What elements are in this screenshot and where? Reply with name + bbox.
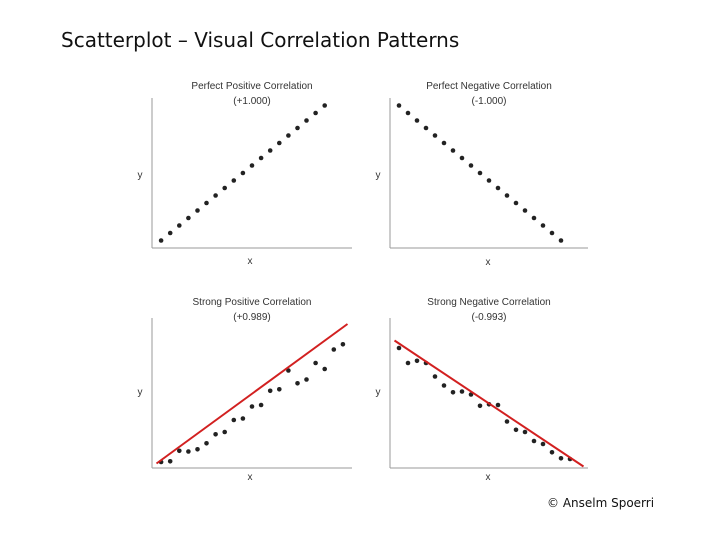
y-axis-label: y	[376, 387, 381, 398]
panel-title: Strong Positive Correlation	[193, 297, 312, 308]
data-point	[396, 345, 402, 351]
data-point	[396, 103, 402, 108]
data-point	[195, 208, 200, 213]
data-point	[304, 118, 309, 123]
x-axis-label: x	[486, 472, 491, 483]
data-point	[432, 374, 438, 379]
data-point	[522, 208, 528, 213]
data-point	[477, 403, 483, 409]
data-point	[549, 230, 555, 236]
correlation-coefficient: (+0.989)	[233, 312, 271, 323]
data-point	[177, 448, 182, 454]
data-point	[240, 416, 246, 421]
data-point	[414, 118, 420, 123]
copyright-notice: © Anselm Spoerri	[547, 496, 655, 510]
scatter-panel-2: Perfect Negative Correlation (-1.000) y x	[376, 81, 588, 268]
data-point	[450, 148, 456, 153]
data-point	[295, 125, 300, 131]
data-point	[277, 387, 282, 392]
data-point	[213, 193, 218, 198]
data-point	[258, 155, 264, 161]
data-point	[204, 200, 209, 206]
data-point	[450, 390, 456, 395]
data-point	[504, 193, 510, 198]
data-point	[267, 388, 273, 394]
data-point	[167, 230, 173, 236]
data-point	[468, 163, 474, 168]
data-point	[477, 170, 483, 176]
data-point	[513, 200, 519, 206]
data-point	[495, 402, 501, 408]
data-point	[405, 110, 411, 116]
data-point	[186, 215, 191, 221]
data-point	[531, 215, 537, 221]
data-point	[295, 381, 300, 386]
data-point	[414, 358, 420, 364]
scatter-panel-4: Strong Negative Correlation (-0.993) y x	[376, 297, 588, 483]
data-point	[277, 140, 282, 146]
y-axis-label: y	[138, 170, 143, 181]
data-point	[313, 360, 318, 366]
data-point	[249, 404, 255, 409]
scatter-panel-3: Strong Positive Correlation (+0.989) y x	[138, 297, 352, 483]
data-point	[213, 432, 218, 437]
data-point	[222, 429, 227, 435]
correlation-coefficient: (+1.000)	[233, 96, 271, 107]
panel-title: Perfect Negative Correlation	[426, 81, 552, 92]
slide-title: Scatterplot – Visual Correlation Pattern…	[61, 28, 460, 52]
correlation-coefficient: (-1.000)	[471, 96, 506, 107]
data-point	[249, 163, 255, 168]
data-point	[540, 441, 546, 447]
data-point	[340, 342, 346, 347]
data-point	[204, 441, 209, 446]
data-point	[222, 185, 227, 191]
data-point	[158, 238, 164, 243]
x-axis-label: x	[248, 472, 253, 483]
correlation-coefficient: (-0.993)	[471, 312, 506, 323]
panel-title: Perfect Positive Correlation	[191, 81, 312, 92]
data-point	[186, 449, 191, 454]
x-axis-label: x	[248, 256, 253, 267]
data-point	[331, 347, 337, 352]
scatter-panel-1: Perfect Positive Correlation (+1.000) y x	[138, 81, 352, 267]
data-point	[540, 223, 546, 228]
data-point	[258, 402, 264, 408]
data-point	[504, 419, 510, 424]
data-point	[441, 140, 447, 146]
data-point	[513, 427, 519, 433]
data-point	[304, 377, 309, 382]
data-point	[495, 185, 501, 191]
regression-line	[393, 339, 585, 468]
data-point	[195, 447, 200, 452]
data-point	[313, 110, 318, 116]
data-point	[231, 417, 237, 423]
data-point	[441, 383, 447, 388]
regression-line	[155, 323, 349, 465]
data-point	[322, 366, 328, 372]
data-point	[549, 450, 555, 455]
data-point	[531, 438, 537, 444]
data-point	[459, 389, 465, 394]
data-point	[459, 155, 465, 161]
data-point	[240, 170, 246, 176]
data-point	[177, 223, 182, 228]
data-point	[322, 103, 328, 108]
data-point	[486, 178, 492, 183]
data-point	[267, 148, 273, 153]
data-point	[167, 459, 173, 464]
data-point	[405, 360, 411, 366]
data-point	[558, 238, 564, 243]
data-point	[432, 133, 438, 138]
data-point	[286, 368, 291, 373]
data-point	[558, 456, 564, 461]
y-axis-label: y	[138, 387, 143, 398]
data-point	[423, 125, 429, 131]
x-axis-label: x	[486, 257, 491, 268]
panel-title: Strong Negative Correlation	[427, 297, 550, 308]
data-point	[522, 429, 528, 435]
data-point	[286, 133, 291, 138]
data-point	[231, 178, 237, 183]
y-axis-label: y	[376, 170, 381, 181]
